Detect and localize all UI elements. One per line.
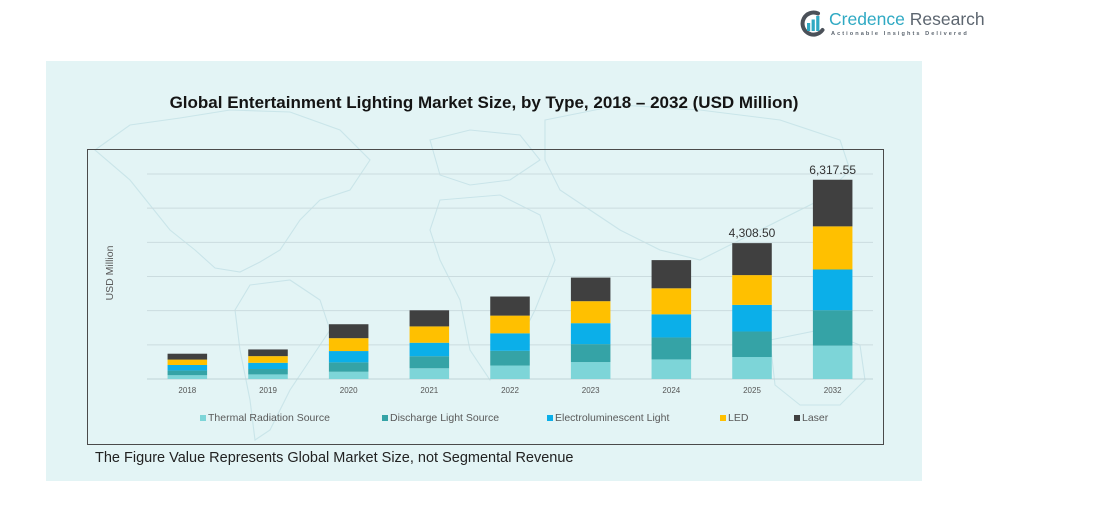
- bar-segment-2021-led: [409, 325, 449, 343]
- bar-segment-2022-thermal-radiation-source: [489, 365, 530, 379]
- chart-title: Global Entertainment Lighting Market Siz…: [169, 93, 799, 112]
- map-outline-north-america: [94, 109, 371, 273]
- bar-segment-2024-discharge-light-source: [651, 336, 691, 359]
- logo-brand-primary: Credence: [829, 9, 905, 29]
- data-label-total-2025: 4,308.50: [728, 226, 775, 240]
- legend-swatch: [720, 415, 726, 421]
- bar-segment-2023-laser: [570, 277, 610, 301]
- bar-segment-2022-laser: [489, 296, 530, 316]
- bar-segment-2022-led: [489, 315, 530, 333]
- bar-segment-2022-discharge-light-source: [489, 350, 530, 366]
- bar-segment-2019-led: [247, 355, 288, 363]
- chart-frame: 2018 2019 2020 2021 2022 2023 2024 2025 2032 4,30…: [87, 149, 884, 445]
- bar-segment-2025-laser: [731, 242, 772, 275]
- bar-segment-2032-thermal-radiation-source: [812, 345, 852, 379]
- x-tick-label: 2025: [743, 386, 761, 395]
- credence-research-logo: Credence Research Actionable Insights De…: [799, 8, 985, 40]
- x-tick-label: 2021: [420, 386, 438, 395]
- x-tick-label: 2019: [259, 386, 277, 395]
- legend-swatch: [547, 415, 553, 421]
- y-axis-label: USD Million: [104, 245, 116, 300]
- bar-segment-2021-discharge-light-source: [409, 355, 449, 368]
- bar-segment-2023-electroluminescent-light: [570, 322, 610, 344]
- x-tick-label: 2018: [178, 386, 196, 395]
- x-tick-label: 2020: [339, 386, 357, 395]
- bar-segment-2024-laser: [651, 259, 691, 288]
- bar-segment-2020-electroluminescent-light: [328, 350, 368, 362]
- legend-item-electroluminescent-light: Electroluminescent Light: [547, 412, 669, 424]
- bar-segment-2021-thermal-radiation-source: [409, 367, 449, 379]
- bar-segment-2018-led: [167, 359, 207, 365]
- legend-label: Thermal Radiation Source: [208, 412, 330, 424]
- bar-segment-2021-electroluminescent-light: [409, 342, 449, 356]
- bar-segment-2025-thermal-radiation-source: [731, 356, 772, 379]
- logo-brand-secondary: Research: [909, 9, 985, 29]
- bar-segment-2024-thermal-radiation-source: [651, 358, 691, 379]
- bar-segment-2032-electroluminescent-light: [812, 269, 852, 310]
- legend-swatch: [382, 415, 388, 421]
- bar-segment-2025-electroluminescent-light: [731, 304, 772, 331]
- data-label-total-2032: 6,317.55: [809, 162, 856, 176]
- legend-swatch: [794, 415, 800, 421]
- bar-segment-2032-laser: [812, 179, 852, 226]
- x-tick-label: 2023: [581, 386, 599, 395]
- bar-segment-2032-discharge-light-source: [812, 309, 852, 346]
- bar-segment-2023-thermal-radiation-source: [570, 361, 610, 379]
- map-outline-asia: [544, 104, 851, 261]
- bar-segment-2018-discharge-light-source: [167, 369, 207, 375]
- credence-research-logo-icon: [800, 10, 825, 37]
- bar-segment-2019-electroluminescent-light: [247, 362, 288, 369]
- legend-item-led: LED: [720, 412, 748, 424]
- labels: 2018 2019 2020 2021 2022 2023 2024 2025 2032 4,30…: [178, 162, 856, 394]
- bar-segment-2023-discharge-light-source: [570, 343, 610, 362]
- legend-item-laser: Laser: [794, 412, 828, 424]
- bar-segment-2020-thermal-radiation-source: [328, 371, 368, 379]
- chart-footnote: The Figure Value Represents Global Marke…: [95, 450, 574, 466]
- bar-segment-2018-laser: [167, 353, 207, 360]
- bar-segment-2023-led: [570, 300, 610, 323]
- bar-segment-2025-led: [731, 274, 772, 305]
- bar-segment-2020-led: [328, 337, 368, 351]
- legend-swatch: [200, 415, 206, 421]
- bar-segment-2022-electroluminescent-light: [489, 332, 530, 351]
- map-outline-south-america: [234, 279, 331, 441]
- legend-item-discharge-light-source: Discharge Light Source: [382, 412, 499, 424]
- bar-segment-2024-led: [651, 287, 691, 314]
- legend-item-thermal-radiation-source: Thermal Radiation Source: [200, 412, 330, 424]
- bars: [167, 179, 852, 379]
- bar-segment-2024-electroluminescent-light: [651, 313, 691, 337]
- legend-label: Electroluminescent Light: [555, 412, 670, 424]
- bar-segment-2018-thermal-radiation-source: [167, 374, 207, 379]
- bar-segment-2019-laser: [247, 348, 288, 356]
- bar-segment-2019-thermal-radiation-source: [247, 373, 288, 379]
- x-tick-label: 2024: [662, 386, 680, 395]
- x-tick-label: 2022: [501, 386, 519, 395]
- logo-wordmark: Credence Research: [829, 8, 985, 30]
- x-tick-label: 2032: [823, 386, 841, 395]
- bar-segment-2032-led: [812, 225, 852, 269]
- map-outline-europe: [429, 129, 541, 186]
- bar-segment-2019-discharge-light-source: [247, 368, 288, 374]
- chart-panel: Global Entertainment Lighting Market Siz…: [46, 61, 922, 481]
- bar-segment-2018-electroluminescent-light: [167, 364, 207, 370]
- legend-label: LED: [728, 412, 749, 424]
- legend-label: Laser: [802, 412, 829, 424]
- bar-segment-2020-discharge-light-source: [328, 361, 368, 372]
- bar-segment-2021-laser: [409, 309, 449, 326]
- logo-tagline: Actionable Insights Delivered: [831, 31, 969, 37]
- legend-label: Discharge Light Source: [390, 412, 500, 424]
- bar-segment-2020-laser: [328, 323, 368, 338]
- bar-segment-2025-discharge-light-source: [731, 330, 772, 357]
- stacked-bar-plot: 2018 2019 2020 2021 2022 2023 2024 2025 2032 4,30…: [104, 162, 873, 395]
